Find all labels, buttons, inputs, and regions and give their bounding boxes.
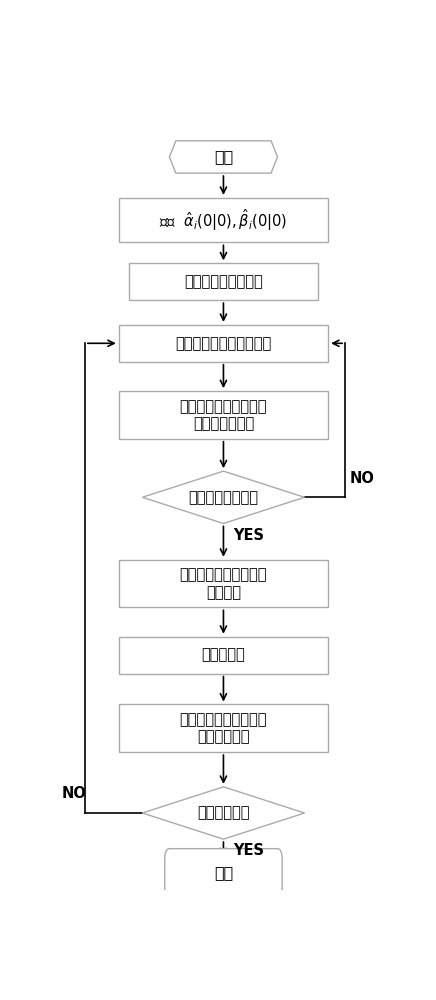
FancyBboxPatch shape: [165, 849, 282, 897]
Text: 预测状态向量及入射方向: 预测状态向量及入射方向: [175, 336, 272, 351]
FancyBboxPatch shape: [119, 560, 328, 607]
Text: NO: NO: [61, 786, 86, 801]
Text: YES: YES: [234, 843, 265, 858]
Polygon shape: [142, 787, 304, 839]
FancyBboxPatch shape: [119, 637, 328, 674]
Text: 初始化龙伯格观测器: 初始化龙伯格观测器: [184, 274, 263, 289]
Text: NO: NO: [349, 471, 374, 486]
Text: 跟踪时间结束: 跟踪时间结束: [197, 806, 250, 820]
Polygon shape: [169, 141, 278, 173]
FancyBboxPatch shape: [119, 325, 328, 362]
Text: 更新噪声子空间和正交
投影矩阵: 更新噪声子空间和正交 投影矩阵: [180, 567, 267, 600]
Polygon shape: [142, 471, 304, 523]
FancyBboxPatch shape: [119, 704, 328, 752]
FancyBboxPatch shape: [119, 391, 328, 439]
Text: 利用龙伯格更新状态向
量和波达方向: 利用龙伯格更新状态向 量和波达方向: [180, 712, 267, 744]
Text: 开始: 开始: [214, 149, 233, 164]
Text: 估计  $\hat{\alpha}_i(0|0),\hat{\beta}_i(0|0)$: 估计 $\hat{\alpha}_i(0|0),\hat{\beta}_i(0|…: [159, 207, 288, 233]
FancyBboxPatch shape: [129, 263, 318, 300]
Text: 更新瞬时互协方差矩阵
和线性变化矩阵: 更新瞬时互协方差矩阵 和线性变化矩阵: [180, 399, 267, 431]
Text: 结束: 结束: [214, 866, 233, 881]
Text: 方向向量更新时刻: 方向向量更新时刻: [188, 490, 259, 505]
FancyBboxPatch shape: [119, 198, 328, 242]
Text: YES: YES: [234, 528, 265, 543]
Text: 预测方向角: 预测方向角: [201, 648, 245, 663]
